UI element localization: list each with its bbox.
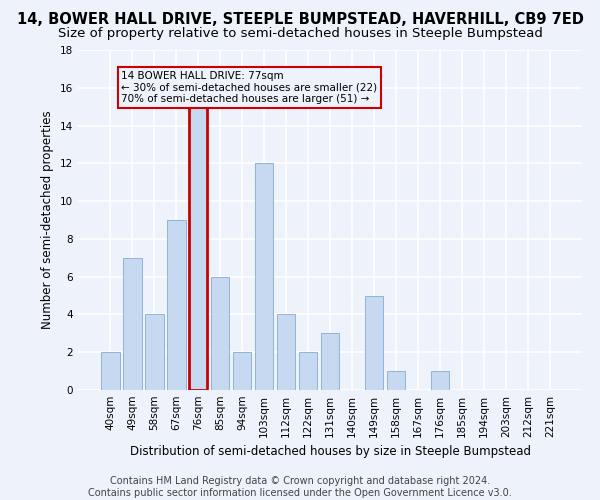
- Text: Size of property relative to semi-detached houses in Steeple Bumpstead: Size of property relative to semi-detach…: [58, 28, 542, 40]
- Text: 14 BOWER HALL DRIVE: 77sqm
← 30% of semi-detached houses are smaller (22)
70% of: 14 BOWER HALL DRIVE: 77sqm ← 30% of semi…: [121, 71, 377, 104]
- Bar: [386, 371, 405, 390]
- Bar: [365, 296, 383, 390]
- Bar: [101, 352, 119, 390]
- Bar: [320, 334, 340, 390]
- Bar: [189, 106, 208, 390]
- X-axis label: Distribution of semi-detached houses by size in Steeple Bumpstead: Distribution of semi-detached houses by …: [130, 446, 530, 458]
- Bar: [299, 352, 317, 390]
- Bar: [145, 314, 164, 390]
- Bar: [211, 276, 229, 390]
- Bar: [167, 220, 185, 390]
- Bar: [123, 258, 142, 390]
- Text: Contains HM Land Registry data © Crown copyright and database right 2024.
Contai: Contains HM Land Registry data © Crown c…: [88, 476, 512, 498]
- Bar: [277, 314, 295, 390]
- Text: 14, BOWER HALL DRIVE, STEEPLE BUMPSTEAD, HAVERHILL, CB9 7ED: 14, BOWER HALL DRIVE, STEEPLE BUMPSTEAD,…: [17, 12, 583, 28]
- Bar: [255, 164, 274, 390]
- Y-axis label: Number of semi-detached properties: Number of semi-detached properties: [41, 110, 55, 330]
- Bar: [431, 371, 449, 390]
- Bar: [233, 352, 251, 390]
